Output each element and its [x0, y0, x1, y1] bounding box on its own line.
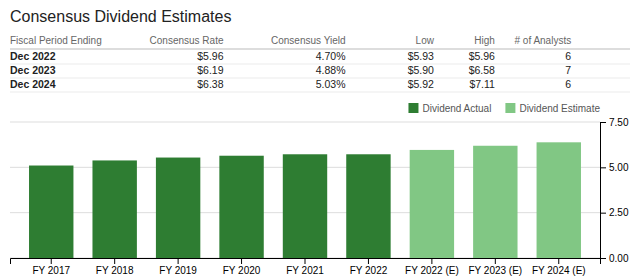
y-tick-label: 7.50: [609, 117, 629, 128]
x-tick-mark: [178, 258, 179, 264]
x-tick: FY 2019: [159, 258, 197, 276]
bars: [29, 142, 581, 258]
table-cell: 4.88%: [316, 64, 346, 76]
x-tick-label: FY 2024 (E): [532, 265, 586, 276]
x-tick-label: FY 2020: [223, 265, 261, 276]
table-cell: $6.38: [197, 78, 223, 90]
table-cell: Dec 2023: [10, 64, 56, 76]
x-tick-mark: [305, 258, 306, 264]
bar: [410, 150, 454, 258]
x-tick-label: FY 2017: [32, 265, 70, 276]
x-tick-label: FY 2022: [350, 265, 388, 276]
x-tick: FY 2021: [286, 258, 324, 276]
table-cell: Dec 2024: [10, 78, 56, 90]
x-axis: FY 2017 FY 2018 FY 2019 FY 2020 FY 2021 FY 20…: [11, 258, 601, 276]
bar: [92, 160, 136, 258]
y-tick-mark: [600, 258, 606, 259]
y-tick: 2.50: [600, 207, 629, 218]
y-tick: 7.50: [600, 117, 629, 128]
bar: [537, 142, 581, 258]
table-cell: 6: [565, 50, 571, 62]
bar: [156, 158, 200, 258]
x-tick-mark: [495, 258, 496, 264]
bar: [29, 166, 73, 258]
table-cell: $5.96: [469, 50, 495, 62]
grid: [10, 122, 600, 258]
legend-item: Dividend Actual: [408, 103, 491, 114]
x-tick-mark: [114, 258, 115, 264]
x-tick-mark: [431, 258, 432, 264]
x-tick-label: FY 2022 (E): [405, 265, 459, 276]
table-cell: $6.19: [197, 64, 223, 76]
table: Consensus Dividend Estimates Fiscal Perio…: [10, 8, 630, 92]
table-cell: 6: [565, 78, 571, 90]
x-tick: FY 2024 (E): [532, 258, 586, 276]
grid-line: [10, 122, 600, 123]
table-cell: $6.58: [469, 64, 495, 76]
legend-swatch: [408, 103, 418, 113]
table-cell: 5.03%: [316, 78, 346, 90]
legend: Dividend Actual Dividend Estimate: [408, 103, 600, 114]
y-tick: 5.00: [600, 162, 629, 173]
table-header: Consensus Yield: [271, 35, 346, 46]
bar: [346, 154, 390, 258]
bar: [473, 146, 517, 258]
bar-chart: FY 2017 FY 2018 FY 2019 FY 2020 FY 2021 FY 20…: [10, 117, 629, 276]
bar: [283, 154, 327, 258]
table-header: Consensus Rate: [150, 35, 224, 46]
table-cell: $5.90: [408, 64, 434, 76]
table-header: Fiscal Period Ending: [10, 35, 102, 46]
x-tick-label: FY 2021: [286, 265, 324, 276]
x-tick: FY 2020: [223, 258, 261, 276]
x-tick-mark: [51, 258, 52, 264]
legend-item: Dividend Estimate: [505, 103, 600, 114]
table-cell: $5.96: [197, 50, 223, 62]
x-axis-line: [11, 259, 601, 265]
table-divider: [10, 92, 630, 93]
x-tick: FY 2017: [32, 258, 70, 276]
x-tick-mark: [558, 258, 559, 264]
legend-swatch: [505, 103, 515, 113]
table-cell: Dec 2022: [10, 50, 56, 62]
x-tick-mark: [241, 258, 242, 264]
table-header: Low: [416, 35, 435, 46]
chart-root: Consensus Dividend Estimates Fiscal Perio…: [0, 0, 640, 280]
table-header: High: [474, 35, 495, 46]
x-tick-label: FY 2018: [96, 265, 134, 276]
y-tick-label: 5.00: [609, 162, 629, 173]
table-header: # of Analysts: [514, 35, 571, 46]
y-tick-label: 0.00: [609, 253, 629, 264]
table-cell: 7: [565, 64, 571, 76]
x-tick: FY 2018: [96, 258, 134, 276]
x-tick: FY 2023 (E): [468, 258, 522, 276]
x-tick-mark: [368, 258, 369, 264]
bar: [219, 156, 263, 258]
y-tick-label: 2.50: [609, 207, 629, 218]
x-tick-label: FY 2019: [159, 265, 197, 276]
y-tick-mark: [600, 213, 606, 214]
x-tick: FY 2022 (E): [405, 258, 459, 276]
table-cell: $7.11: [469, 78, 495, 90]
legend-label: Dividend Actual: [422, 103, 491, 114]
table-cell: $5.93: [408, 50, 434, 62]
x-tick-label: FY 2023 (E): [468, 265, 522, 276]
y-tick-mark: [600, 122, 606, 123]
legend-label: Dividend Estimate: [519, 103, 600, 114]
x-tick: FY 2022: [350, 258, 388, 276]
table-cell: $5.92: [408, 78, 434, 90]
table-cell: 4.70%: [316, 50, 346, 62]
y-axis-line: [601, 123, 607, 259]
y-axis: 0.00 2.50 5.00 7.50: [600, 117, 629, 264]
y-tick: 0.00: [600, 253, 629, 264]
y-tick-mark: [600, 167, 606, 168]
title: Consensus Dividend Estimates: [10, 8, 231, 25]
